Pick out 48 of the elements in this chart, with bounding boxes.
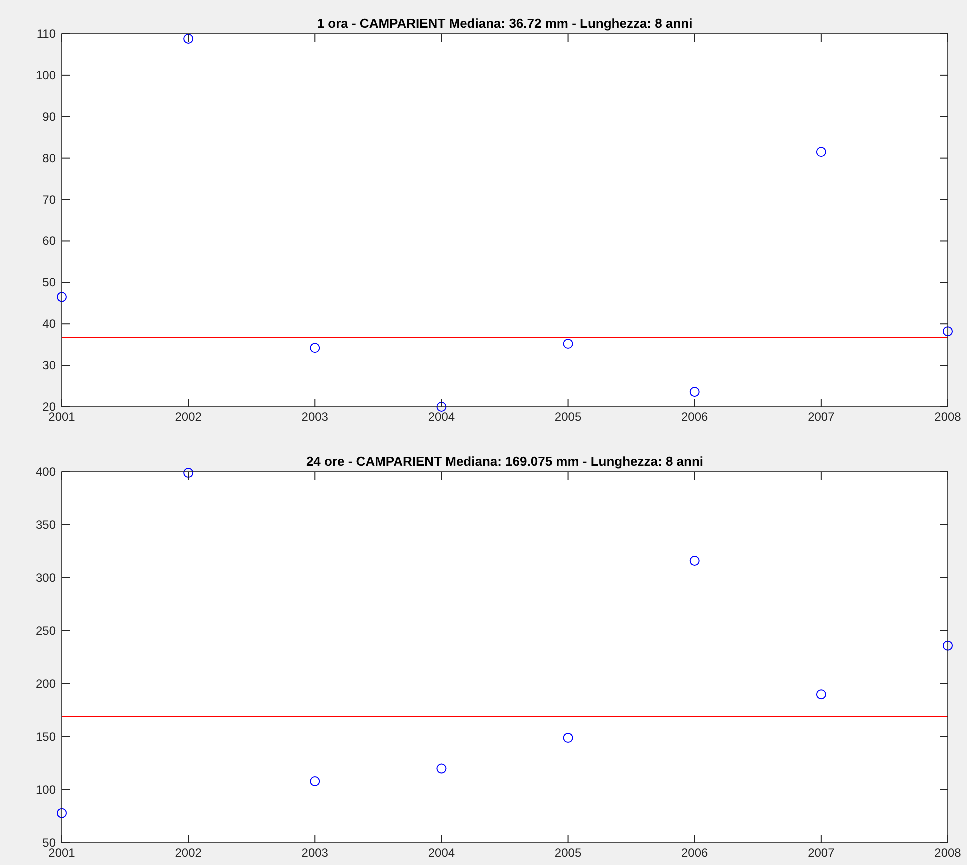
y-tick-label: 50	[42, 276, 56, 290]
y-tick-label: 80	[42, 151, 56, 166]
point	[563, 339, 574, 350]
point	[184, 34, 194, 44]
y-tick-label: 200	[36, 677, 56, 691]
x-tick-label: 2008	[934, 410, 962, 424]
x-tick-label: 2006	[682, 846, 709, 860]
point	[436, 764, 447, 774]
y-tick-label: 60	[42, 234, 56, 248]
y-tick-label: 100	[36, 783, 56, 797]
x-tick-label: 2004	[428, 846, 456, 860]
point	[816, 147, 826, 158]
point	[57, 292, 67, 302]
y-tick-label: 250	[36, 624, 56, 638]
x-tick-label: 2007	[808, 410, 836, 424]
x-tick-label: 2004	[428, 410, 456, 424]
y-tick-label: 70	[42, 192, 56, 207]
y-tick-label: 350	[36, 518, 56, 532]
y-tick-label: 90	[42, 110, 56, 124]
point	[310, 776, 320, 787]
x-tick-label: 2002	[175, 846, 202, 860]
point	[57, 808, 67, 818]
point	[943, 326, 953, 337]
x-tick-label: 2007	[808, 846, 836, 860]
point	[816, 690, 826, 700]
y-tick-label: 150	[36, 730, 56, 744]
point	[690, 387, 700, 398]
x-tick-label: 2003	[302, 410, 329, 424]
x-tick-label: 2003	[302, 846, 329, 860]
y-tick-label: 40	[42, 317, 56, 332]
point	[563, 733, 574, 744]
chart-title: 1 ora - CAMPARIENT Mediana: 36.72 mm - Lunghezza: 8 anni	[317, 16, 693, 31]
y-tick-label: 30	[42, 358, 56, 373]
x-tick-label: 2008	[934, 846, 962, 860]
y-tick-label: 100	[36, 68, 56, 82]
point	[943, 640, 953, 651]
x-tick-label: 2005	[554, 846, 582, 860]
chart-title: 24 ore - CAMPARIENT Mediana: 169.075 mm - Lunghezza: 8 anni	[306, 454, 704, 469]
x-tick-label: 2006	[682, 410, 709, 424]
point	[436, 402, 447, 412]
point	[690, 556, 700, 566]
point	[184, 468, 194, 478]
x-tick-label: 2005	[554, 410, 582, 424]
y-tick-label: 110	[36, 27, 56, 41]
x-tick-label: 2002	[175, 410, 202, 424]
y-tick-label: 300	[36, 571, 56, 585]
point	[310, 343, 320, 354]
y-tick-label: 400	[36, 465, 56, 479]
